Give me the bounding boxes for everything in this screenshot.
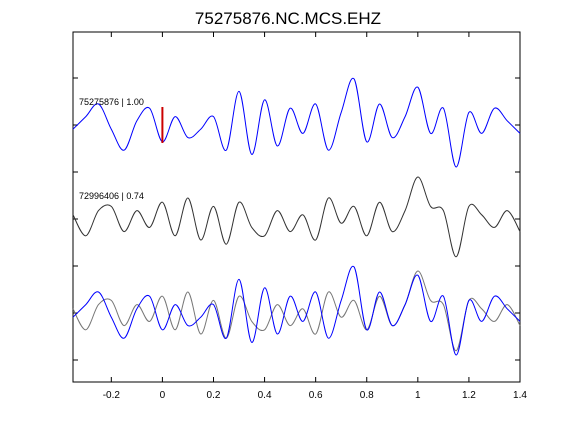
x-tick-label: -0.2 — [103, 390, 121, 401]
trace-labels: 75275876 | 1.00 72996406 | 0.74 — [79, 97, 144, 201]
x-tick-label: 0.4 — [258, 390, 272, 401]
axes-frame — [72, 31, 521, 383]
trace-label: 72996406 | 0.74 — [79, 191, 144, 201]
x-tick-label: 0 — [160, 390, 166, 401]
trace-line — [72, 77, 521, 168]
trace-line — [72, 270, 521, 352]
x-tick-label: 1.4 — [513, 390, 527, 401]
x-tick-label: 0.8 — [360, 390, 374, 401]
axis-ticks — [73, 32, 521, 382]
x-tick-label: 0.6 — [309, 390, 323, 401]
chart-title: 75275876.NC.MCS.EHZ — [195, 9, 381, 28]
x-tick-label: 1.2 — [462, 390, 476, 401]
trace-label: 75275876 | 1.00 — [79, 97, 144, 107]
trace-line — [72, 176, 521, 258]
traces — [72, 77, 521, 356]
trace-line — [72, 265, 521, 356]
x-tick-label: 1 — [415, 390, 421, 401]
x-tick-labels: -0.2 0 0.2 0.4 0.6 0.8 1 1.2 1.4 — [103, 390, 528, 401]
x-tick-label: 0.2 — [207, 390, 221, 401]
